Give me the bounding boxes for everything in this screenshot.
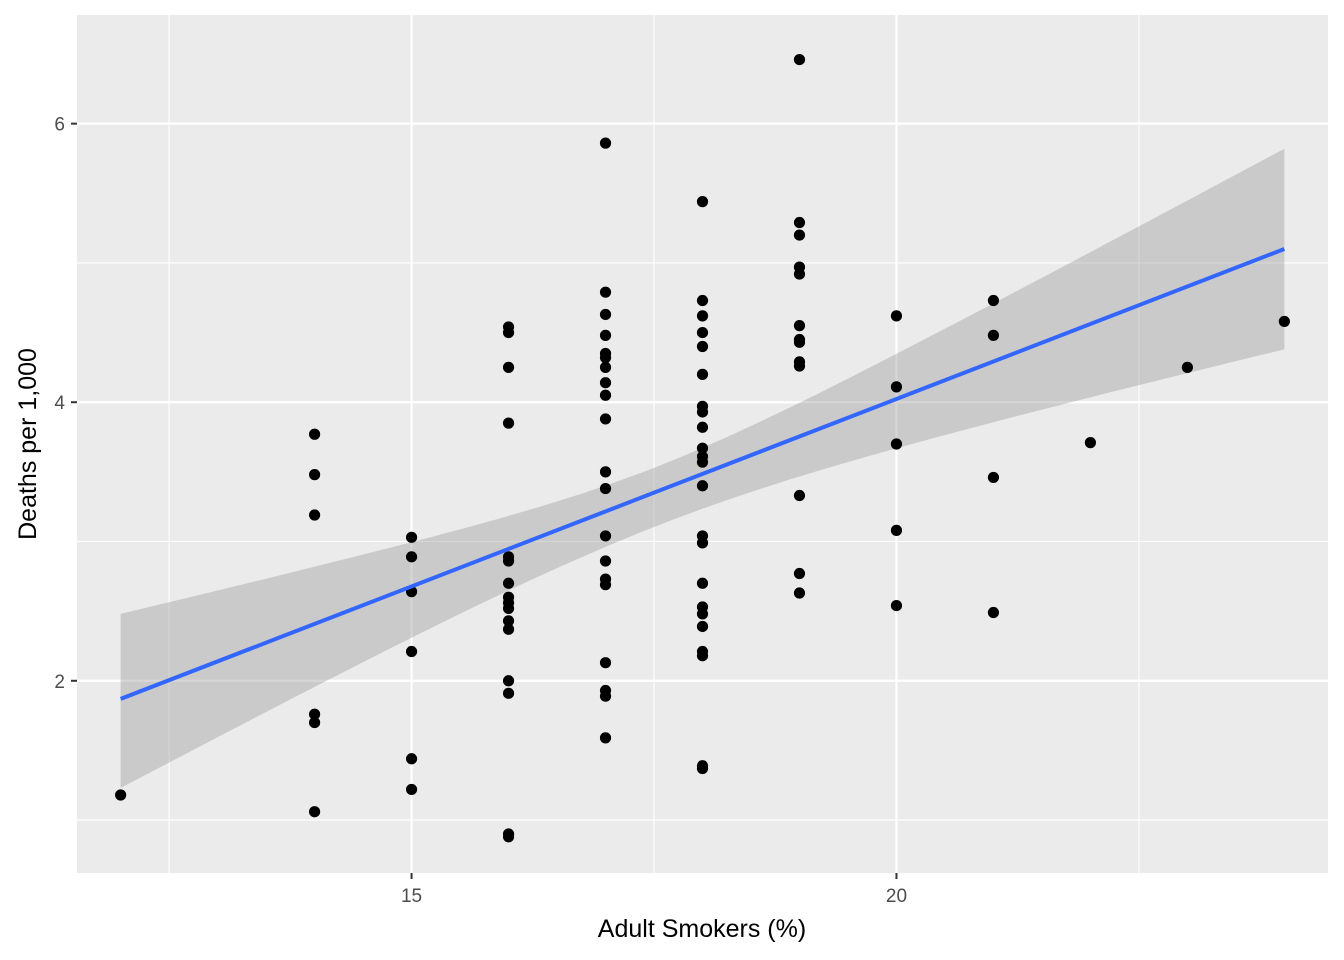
data-point	[696, 406, 709, 418]
data-point	[890, 381, 903, 393]
data-point	[308, 509, 321, 521]
data-point	[599, 377, 612, 389]
data-point	[502, 675, 515, 687]
data-point	[599, 308, 612, 321]
data-point	[696, 310, 709, 322]
data-point	[987, 471, 1000, 484]
data-point	[793, 489, 806, 502]
data-point	[599, 361, 612, 373]
data-point	[890, 599, 903, 612]
data-point	[502, 623, 515, 635]
data-points	[115, 53, 1290, 843]
data-point	[308, 428, 321, 440]
data-point	[599, 413, 612, 425]
data-point	[405, 783, 418, 796]
data-point	[405, 753, 418, 765]
data-point	[696, 421, 709, 433]
x-tick-label: 15	[401, 886, 422, 907]
data-point	[599, 389, 612, 401]
data-point	[599, 352, 612, 364]
data-point	[696, 196, 709, 208]
data-point	[987, 329, 1000, 341]
data-point	[502, 687, 515, 699]
data-point	[599, 466, 612, 478]
y-tick-label: 6	[54, 115, 65, 136]
data-point	[696, 650, 709, 662]
data-point	[987, 606, 1000, 619]
data-point	[599, 286, 612, 298]
data-point	[793, 320, 806, 332]
data-point	[599, 657, 612, 669]
confidence-band-area	[120, 148, 1285, 788]
data-point	[696, 368, 709, 380]
data-point	[696, 480, 709, 492]
data-point	[696, 340, 709, 353]
data-point	[793, 336, 806, 348]
x-axis: 15 20	[401, 873, 907, 907]
data-point	[890, 524, 903, 536]
x-tick-label: 20	[886, 886, 907, 907]
data-point	[502, 831, 515, 843]
y-axis-title: Deaths per 1,000	[14, 348, 42, 540]
data-point	[599, 482, 612, 495]
data-point	[1084, 437, 1097, 449]
data-point	[599, 329, 612, 341]
data-point	[502, 361, 515, 373]
data-point	[793, 229, 806, 241]
data-point	[696, 577, 709, 589]
data-point	[115, 789, 127, 801]
data-point	[502, 602, 515, 614]
data-point	[696, 442, 709, 454]
data-point	[696, 537, 709, 549]
data-point	[405, 551, 418, 563]
data-point	[502, 555, 515, 567]
data-point	[793, 53, 806, 66]
regression-fit-line	[119, 247, 1286, 701]
data-point	[696, 326, 709, 339]
data-point	[599, 690, 612, 702]
data-point	[696, 294, 709, 307]
data-point	[599, 137, 612, 149]
data-point	[696, 608, 709, 620]
data-point	[502, 326, 515, 339]
data-point	[308, 716, 321, 729]
data-point	[502, 417, 515, 429]
data-point	[405, 531, 418, 543]
data-point	[696, 620, 709, 633]
data-point	[890, 310, 903, 322]
data-point	[599, 579, 612, 591]
data-point	[793, 567, 806, 580]
data-point	[793, 360, 806, 372]
minor-gridlines	[77, 15, 1328, 873]
data-point	[502, 577, 515, 589]
confidence-band	[120, 148, 1285, 788]
y-tick-label: 2	[54, 672, 65, 693]
data-point	[793, 268, 806, 280]
data-point	[599, 530, 612, 542]
data-point	[987, 294, 1000, 307]
data-point	[793, 587, 806, 599]
data-point	[1278, 315, 1290, 328]
y-axis: 2 4 6	[54, 115, 77, 693]
data-point	[696, 762, 709, 775]
data-point	[308, 469, 321, 481]
data-point	[696, 456, 709, 468]
data-point	[599, 555, 612, 567]
data-point	[793, 216, 806, 229]
data-point	[405, 645, 418, 658]
data-point	[599, 732, 612, 744]
data-point	[1181, 361, 1193, 373]
regression-line	[119, 247, 1286, 701]
data-point	[308, 708, 321, 720]
data-point	[308, 806, 321, 818]
y-tick-label: 4	[54, 393, 65, 414]
x-axis-title: Adult Smokers (%)	[598, 915, 806, 943]
data-point	[502, 615, 515, 627]
data-point	[890, 438, 903, 450]
